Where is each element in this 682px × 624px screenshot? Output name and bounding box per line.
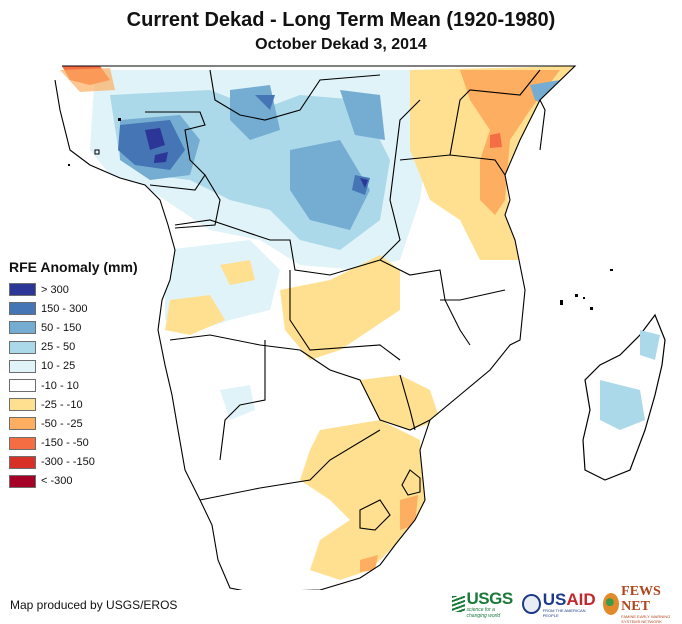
usaid-seal-icon [522,594,541,614]
legend-swatch [9,398,36,412]
usaid-logo: USAID FROM THE AMERICAN PEOPLE [522,591,597,618]
legend-label: -300 - -150 [41,456,95,469]
legend-label: 50 - 150 [41,321,82,334]
legend-label: -150 - -50 [41,437,89,450]
legend-title: RFE Anomaly (mm) [9,259,138,275]
legend-label: -25 - -10 [41,398,83,411]
legend-swatch [9,321,36,335]
legend-label: < -300 [41,475,73,488]
country-borders [54,65,577,590]
legend-label: 150 - 300 [41,302,88,315]
map-title: Current Dekad - Long Term Mean (1920-198… [126,9,556,31]
usaid-wordmark-aid: AID [566,589,596,609]
legend-swatch [9,379,36,393]
anomaly-map [54,65,666,590]
legend-swatch [9,417,36,431]
partner-logos: USGS science for a changing world USAID … [452,584,682,624]
usgs-mark-icon [452,596,465,612]
legend-swatch [9,340,36,354]
anomaly-region-congo-wet [120,85,385,230]
legend-item: < -300 [9,472,138,491]
legend-swatch [9,302,36,316]
anomaly-region-namibia-wet [220,385,255,420]
anomaly-region-westcoast-dry [60,68,115,92]
legend-label: 25 - 50 [41,341,76,354]
legend-item: 10 - 25 [9,357,138,376]
legend-swatch [9,436,36,450]
anomaly-region-gabon-very-wet [118,95,370,195]
globe-icon [603,593,620,615]
anomaly-region-east-dry [460,70,560,215]
madagascar-wet-area [600,330,660,430]
legend-swatch [9,359,36,373]
anomaly-region-southafrica-dry [300,420,425,580]
usaid-wordmark: USAID [543,591,597,608]
legend-item: -150 - -50 [9,434,138,453]
legend-item: 50 - 150 [9,318,138,337]
anomaly-region-somalia-wet [530,80,560,105]
anomaly-region-kenya-very-dry [490,133,502,148]
fewsnet-logo: FEWS NET FAMINE EARLY WARNING SYSTEMS NE… [603,584,682,624]
legend-item: -25 - -10 [9,395,138,414]
legend-item: 150 - 300 [9,299,138,318]
map-subtitle: October Dekad 3, 2014 [255,36,427,53]
legend-label: -10 - 10 [41,379,79,392]
usgs-tagline: science for a changing world [466,606,501,619]
legend-item: -50 - -25 [9,414,138,433]
anomaly-region-kzn-dry [360,495,418,572]
legend-item: -10 - 10 [9,376,138,395]
legend-swatch [9,474,36,488]
legend-swatch [9,455,36,469]
legend-label: -50 - -25 [41,417,83,430]
usaid-tagline: FROM THE AMERICAN PEOPLE [542,607,586,618]
anomaly-fill-layer [60,66,575,580]
legend-item: 25 - 50 [9,338,138,357]
anomaly-region-zambia-dry [280,255,400,360]
legend-items: > 300 150 - 300 50 - 150 25 - 50 10 - 25 -10 … [9,280,138,491]
fewsnet-wordmark: FEWS NET [621,584,661,614]
anomaly-region-angola-dry [165,260,255,335]
legend-item: -300 - -150 [9,453,138,472]
islands [68,118,613,310]
legend-item: > 300 [9,280,138,299]
legend-label: > 300 [41,283,69,296]
usgs-wordmark: USGS [466,588,514,608]
legend: RFE Anomaly (mm) > 300 150 - 300 50 - 150 2… [9,259,138,491]
usaid-wordmark-us: US [542,589,567,609]
legend-swatch [9,283,36,297]
map-credit: Map produced by USGS/EROS [10,598,178,612]
fewsnet-tagline: FAMINE EARLY WARNING SYSTEMS NETWORK [621,614,671,624]
usgs-logo: USGS science for a changing world [452,590,516,619]
legend-label: 10 - 25 [41,360,76,373]
anomaly-region-zimbabwe-dry [360,375,440,430]
